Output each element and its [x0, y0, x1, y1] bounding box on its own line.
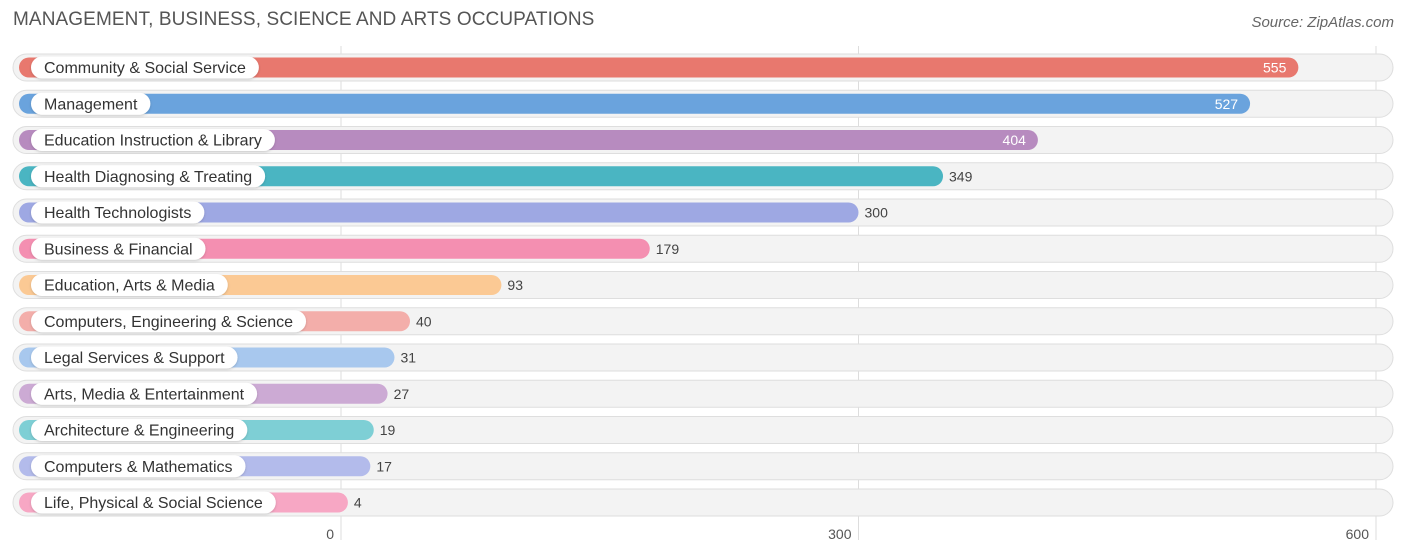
bar-row: Health Diagnosing & Treating 349: [12, 162, 1394, 191]
category-label: Computers, Engineering & Science: [44, 314, 293, 331]
bar-row: Education, Arts & Media 93: [12, 271, 1394, 299]
category-label-pill: [31, 310, 307, 333]
category-label: Education, Arts & Media: [44, 278, 215, 295]
value-label: 17: [376, 458, 392, 474]
category-label-pill: [31, 419, 248, 441]
bar-row: Education Instruction & Library 404: [12, 126, 1394, 154]
category-label: Community & Social Service: [44, 60, 246, 77]
value-label: 555: [1263, 60, 1287, 76]
category-label: Life, Physical & Social Science: [44, 495, 263, 512]
category-label-pill: [31, 382, 258, 405]
category-label: Architecture & Engineering: [44, 423, 234, 440]
x-tick-label: 0: [326, 526, 334, 542]
x-tick-label: 600: [1346, 526, 1370, 542]
category-label-pill: [31, 201, 205, 224]
value-label: 19: [380, 422, 396, 438]
bar-row: Management 527: [12, 89, 1394, 118]
category-label-pill: [31, 237, 206, 260]
bar: [19, 202, 859, 223]
source-note: Source: ZipAtlas.com: [1251, 14, 1394, 31]
value-label: 179: [656, 241, 680, 257]
bar-row: Architecture & Engineering 19: [12, 416, 1394, 444]
bar-row: Life, Physical & Social Science 4: [12, 488, 1394, 517]
bar: [19, 93, 1251, 114]
row-background: [12, 488, 1394, 517]
value-label: 527: [1215, 96, 1239, 112]
value-label: 349: [949, 168, 973, 184]
chart-title: MANAGEMENT, BUSINESS, SCIENCE AND ARTS O…: [13, 9, 595, 30]
value-label: 40: [416, 313, 432, 329]
value-label: 404: [1003, 132, 1027, 148]
category-label-pill: [31, 274, 228, 296]
bar-row: Computers, Engineering & Science 40: [12, 307, 1394, 336]
category-label: Management: [44, 96, 138, 113]
bar: [19, 130, 1038, 150]
bar-row: Community & Social Service 555: [12, 53, 1394, 82]
category-label: Legal Services & Support: [44, 350, 225, 367]
value-label: 27: [394, 386, 410, 402]
category-label-pill: [31, 129, 275, 151]
category-label: Health Technologists: [44, 205, 191, 222]
category-label-pill: [31, 346, 238, 369]
bar-row: Computers & Mathematics 17: [12, 452, 1394, 481]
bar-row: Business & Financial 179: [12, 234, 1394, 263]
category-label: Arts, Media & Entertainment: [44, 386, 245, 403]
category-label-pill: [31, 56, 259, 79]
value-label: 93: [507, 277, 523, 293]
category-label: Computers & Mathematics: [44, 459, 233, 476]
bar-row: Health Technologists 300: [12, 198, 1394, 227]
category-label: Education Instruction & Library: [44, 133, 262, 150]
category-label: Health Diagnosing & Treating: [44, 169, 252, 186]
x-tick-label: 300: [828, 526, 852, 542]
category-label-pill: [31, 455, 246, 478]
category-label: Business & Financial: [44, 241, 193, 258]
bar-row: Arts, Media & Entertainment 27: [12, 379, 1394, 408]
bar: [19, 57, 1299, 78]
bar-row: Legal Services & Support 31: [12, 343, 1394, 372]
category-label-pill: [31, 165, 266, 188]
category-label-pill: [31, 491, 276, 514]
value-label: 300: [865, 205, 889, 221]
value-label: 31: [400, 350, 416, 366]
value-label: 4: [354, 495, 362, 511]
category-label-pill: [31, 92, 151, 115]
